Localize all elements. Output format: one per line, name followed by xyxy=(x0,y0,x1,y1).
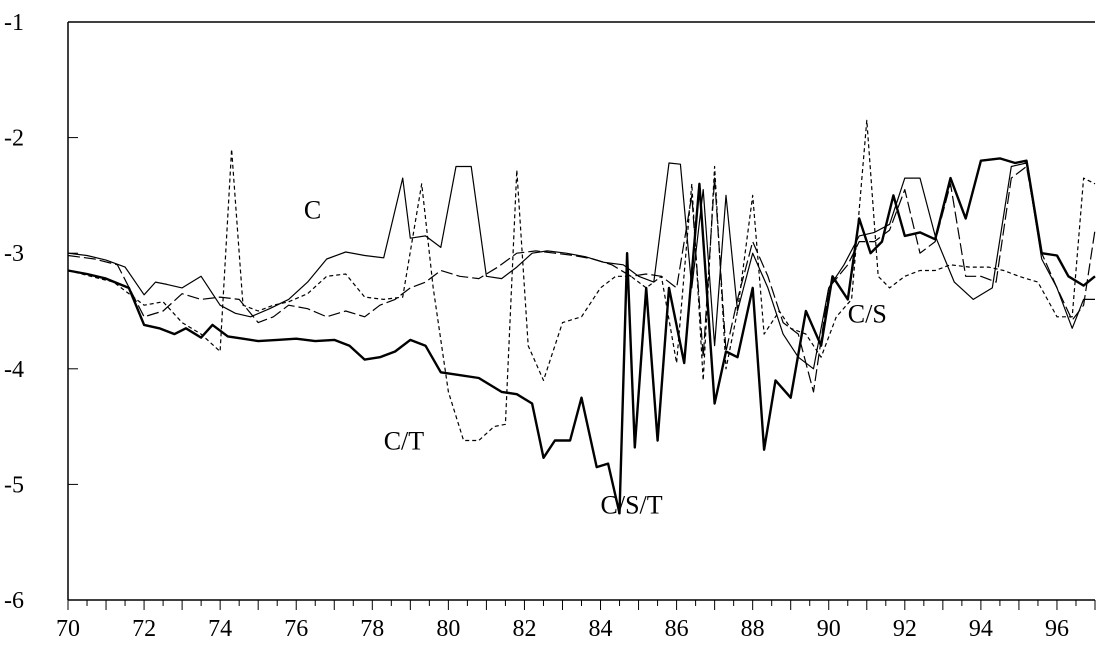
series-annotation: C/S/T xyxy=(601,490,663,519)
series-line-3 xyxy=(67,119,1096,442)
plot-frame xyxy=(67,21,1095,601)
y-tick-label: -5 xyxy=(4,472,24,498)
series-line-2 xyxy=(67,157,1096,515)
x-tick-label: 94 xyxy=(969,616,993,642)
series-annotation: C xyxy=(304,196,321,225)
y-tick-label: -1 xyxy=(4,10,24,36)
x-tick-label: 96 xyxy=(1045,616,1069,642)
x-tick-label: 88 xyxy=(741,616,765,642)
x-axis: 70 72 74 76 78 80 82 84 86 88 90 92 94 96 xyxy=(56,600,1096,642)
y-axis: -1 -2 -3 -4 -5 -6 xyxy=(4,10,78,614)
x-tick-label: 86 xyxy=(665,616,689,642)
x-tick-label: 90 xyxy=(817,616,841,642)
annotation-layer: C C/T C/S/T C/S xyxy=(304,196,887,520)
x-tick-label: 84 xyxy=(589,616,613,642)
y-tick-label: -2 xyxy=(4,126,24,152)
series-layer xyxy=(67,119,1096,515)
series-line-4 xyxy=(67,165,1096,393)
x-tick-label: 78 xyxy=(360,616,384,642)
x-tick-label: 80 xyxy=(436,616,460,642)
x-tick-label: 82 xyxy=(512,616,536,642)
x-tick-label: 92 xyxy=(893,616,917,642)
x-tick-label: 70 xyxy=(56,616,80,642)
x-tick-label: 74 xyxy=(208,616,232,642)
series-line-1 xyxy=(67,162,1095,370)
x-tick-label: 76 xyxy=(284,616,308,642)
series-annotation: C/S xyxy=(848,300,887,329)
y-tick-label: -4 xyxy=(4,357,24,383)
x-tick-label: 72 xyxy=(132,616,156,642)
series-annotation: C/T xyxy=(384,427,425,456)
y-tick-label: -6 xyxy=(4,588,24,614)
y-tick-label: -3 xyxy=(4,241,24,267)
